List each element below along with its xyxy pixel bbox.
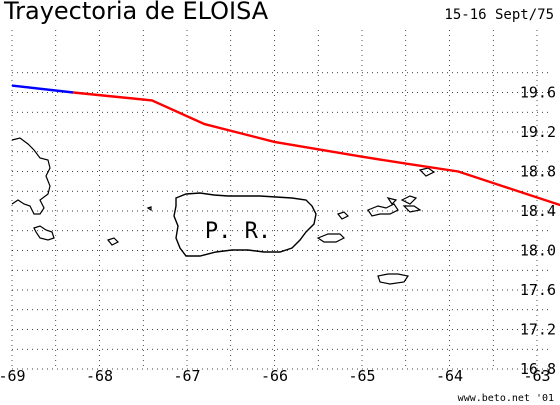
- latitude-tick-label: 18.4: [520, 202, 556, 220]
- coastlines: [11, 137, 436, 285]
- latitude-tick-label: 16.8: [520, 360, 556, 378]
- hispaniola-coast: [11, 137, 51, 215]
- latitude-tick-label: 17.6: [520, 281, 556, 299]
- latitude-tick-label: 17.2: [520, 321, 556, 339]
- latitude-tick-label: 19.2: [520, 123, 556, 141]
- culebra-coast: [336, 211, 350, 220]
- desecheo-island-coast: [146, 206, 152, 212]
- latitude-tick-label: 19.6: [520, 84, 556, 102]
- hurricane-track: [11, 84, 560, 207]
- latitude-tick-label: 18.8: [520, 163, 556, 181]
- longitude-tick-label: -65: [348, 367, 375, 385]
- vieques-coast: [316, 233, 346, 243]
- longitude-tick-label: -66: [261, 367, 288, 385]
- longitude-labels: -69 -68 -67 -66 -65 -64 -63: [0, 367, 551, 385]
- track-start-segment: [11, 84, 74, 94]
- track-main-segment: [73, 91, 560, 207]
- coordinate-grid: [11, 30, 552, 370]
- credit-text: www.beto.net '01: [457, 393, 554, 404]
- longitude-tick-label: -64: [436, 367, 463, 385]
- latitude-tick-label: 18.0: [520, 242, 556, 260]
- st-croix-coast: [377, 273, 409, 285]
- saona-island-coast: [33, 225, 55, 241]
- mona-island-coast: [106, 237, 120, 246]
- map-title: Trayectoria de ELOISA: [4, 0, 269, 25]
- puerto-rico-coast: [173, 192, 317, 257]
- island-label-pr: P. R.: [205, 219, 271, 244]
- longitude-tick-label: -63: [523, 367, 550, 385]
- longitude-tick-label: -68: [86, 367, 113, 385]
- latitude-labels: 19.6 19.2 18.8 18.4 18.0 17.6 17.2 16.8: [520, 84, 556, 379]
- date-range: 15-16 Sept/75: [444, 7, 554, 23]
- virgin-islands-coast: [367, 167, 436, 217]
- longitude-tick-label: -67: [173, 367, 200, 385]
- longitude-tick-label: -69: [0, 367, 26, 385]
